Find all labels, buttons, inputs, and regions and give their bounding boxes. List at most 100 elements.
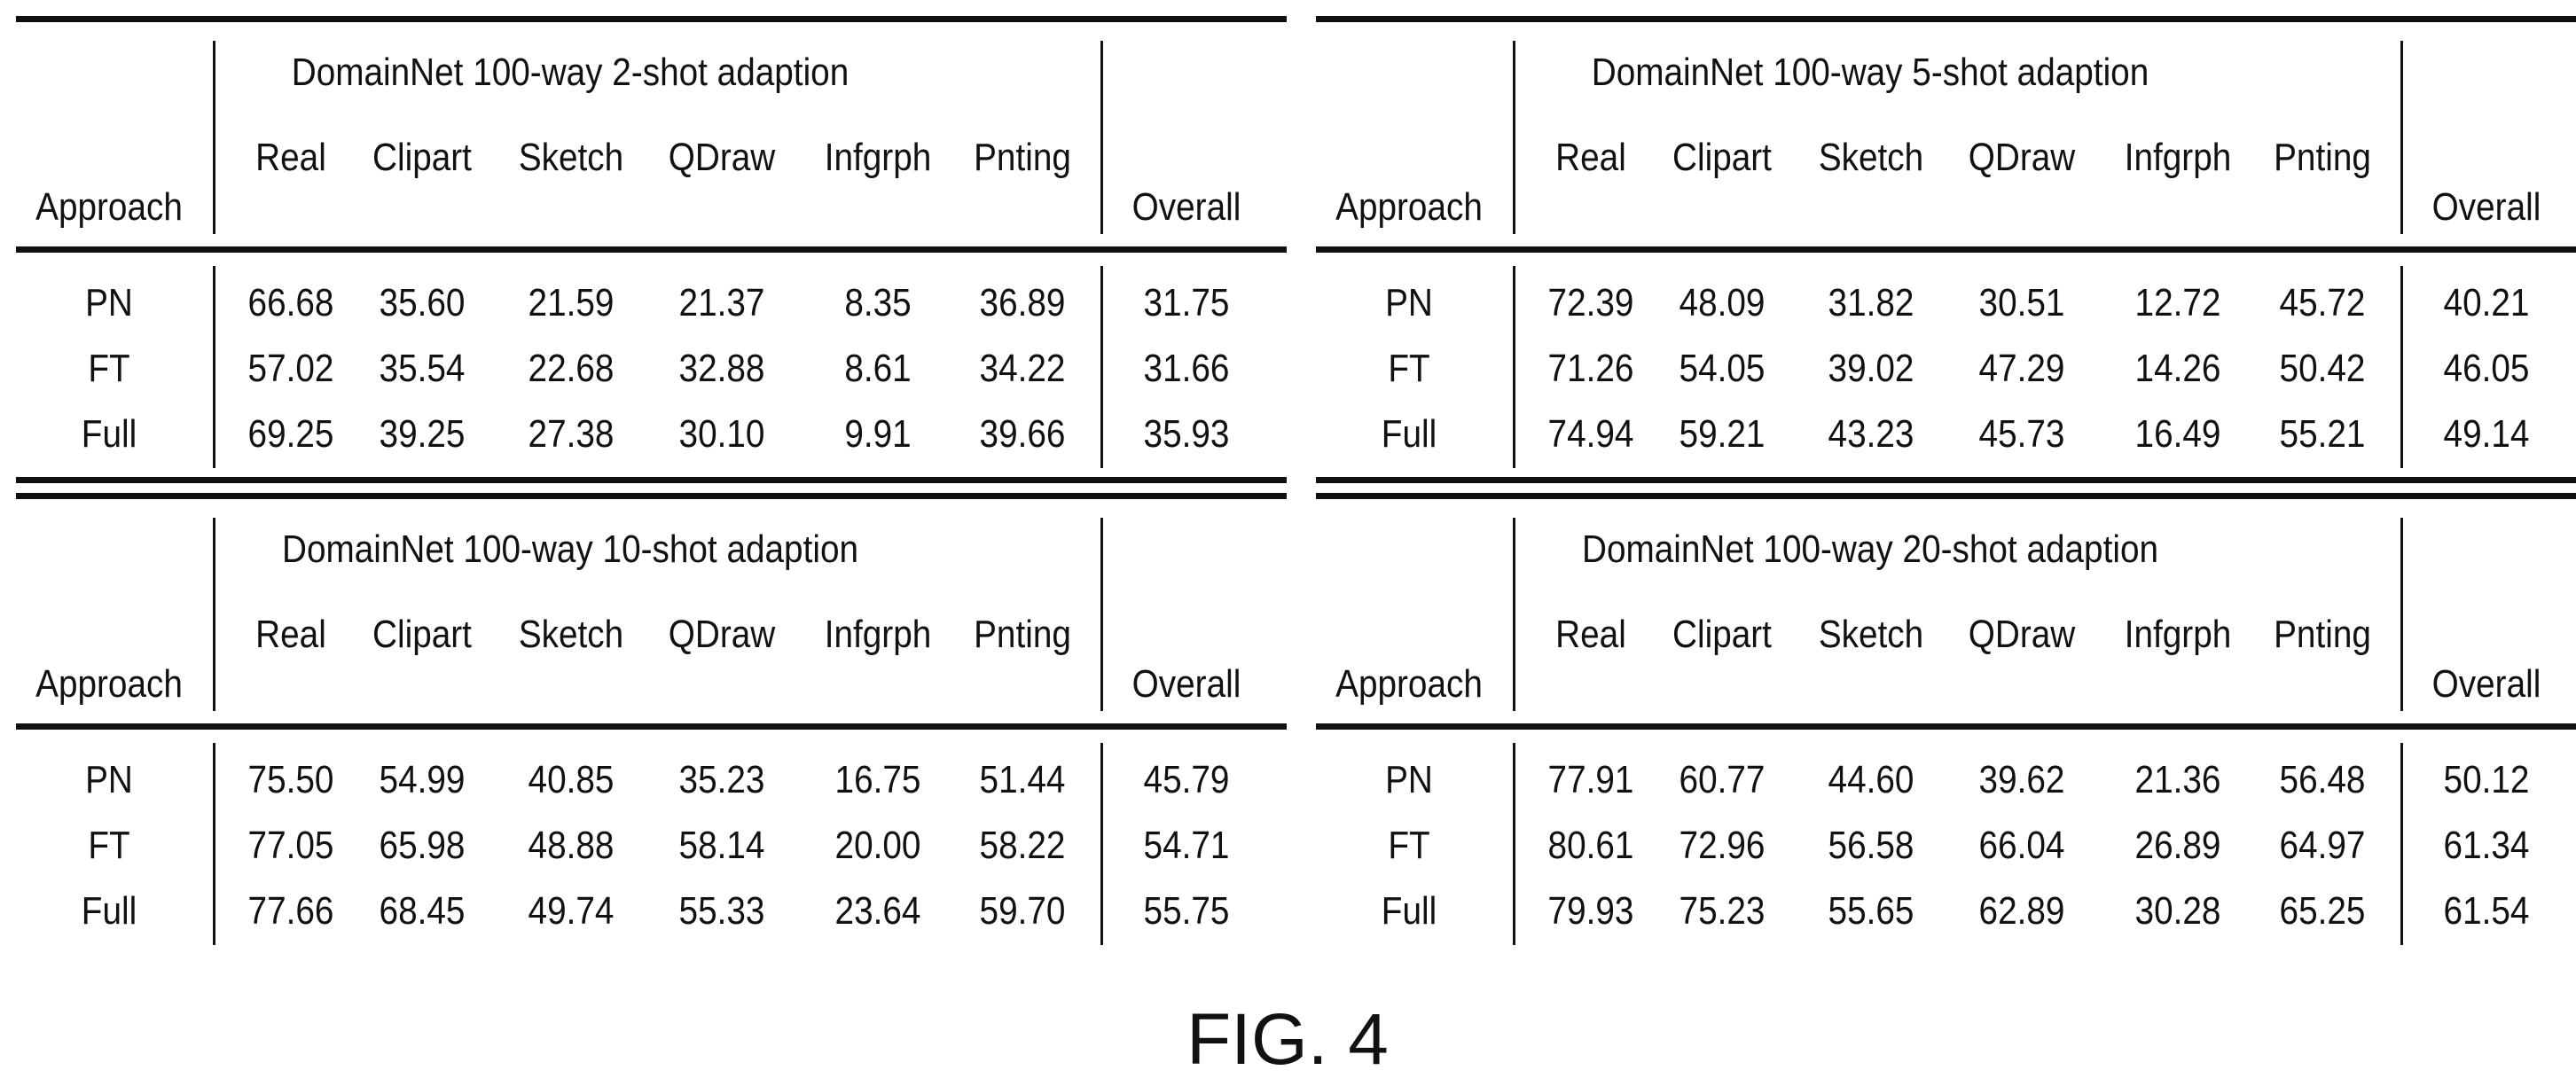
row-overall: 61.34 [2443,824,2530,867]
table-cell: 8.61 [844,347,912,390]
top-rule [16,16,1287,22]
overall-header: Overall [2431,662,2541,706]
table-cell: 8.35 [844,281,912,324]
table-cell: 26.89 [2134,824,2221,867]
table-cell: 80.61 [1547,824,1634,867]
table-title: DomainNet 100-way 20-shot adaption [1581,527,2159,571]
body-right-divider [2400,266,2403,468]
overall-header: Overall [1131,662,1241,706]
table-20-shot: DomainNet 100-way 20-shot adaption Approa… [1316,493,2576,954]
column-header: Sketch [518,136,624,179]
column-header: Sketch [1818,136,1924,179]
row-overall: 50.12 [2443,758,2530,801]
table-cell: 62.89 [1978,889,2065,933]
body-right-divider [2400,743,2403,945]
table-cell: 40.85 [528,758,615,801]
column-header: Infgrph [824,136,932,179]
row-overall: 46.05 [2443,347,2530,390]
table-cell: 72.39 [1547,281,1634,324]
body-left-divider [213,266,215,468]
table-cell: 55.65 [1828,889,1914,933]
table-cell: 56.58 [1828,824,1914,867]
body-left-divider [1513,266,1515,468]
row-overall: 55.75 [1143,889,1230,933]
row-overall: 45.79 [1143,758,1230,801]
row-overall: 61.54 [2443,889,2530,933]
column-header: Pnting [974,613,1071,656]
table-cell: 21.59 [528,281,615,324]
column-header: Clipart [1672,613,1772,656]
table-cell: 45.73 [1978,412,2065,456]
table-cell: 54.99 [379,758,466,801]
row-overall: 40.21 [2443,281,2530,324]
approach-header: Approach [1335,185,1483,229]
row-approach: FT [88,824,130,867]
column-header: QDraw [1968,613,2076,656]
row-overall: 54.71 [1143,824,1230,867]
row-approach: PN [85,281,133,324]
table-cell: 69.25 [247,412,334,456]
row-approach: PN [1385,281,1433,324]
table-cell: 64.97 [2279,824,2366,867]
row-approach: Full [81,889,137,933]
table-cell: 77.66 [247,889,334,933]
table-cell: 30.10 [678,412,765,456]
header-rule [16,723,1287,730]
header-left-divider [1513,518,1515,711]
figure-caption: FIG. 4 [1186,999,1389,1080]
table-cell: 39.62 [1978,758,2065,801]
table-cell: 56.48 [2279,758,2366,801]
column-header: Pnting [974,136,1071,179]
table-cell: 75.50 [247,758,334,801]
approach-header: Approach [35,185,183,229]
table-cell: 48.09 [1679,281,1766,324]
table-cell: 55.33 [678,889,765,933]
table-cell: 49.74 [528,889,615,933]
table-2-shot: DomainNet 100-way 2-shot adaption Approac… [16,16,1287,483]
header-rule [16,246,1287,253]
table-cell: 34.22 [979,347,1066,390]
table-cell: 12.72 [2134,281,2221,324]
header-right-divider [2400,518,2403,711]
table-cell: 21.37 [678,281,765,324]
row-overall: 49.14 [2443,412,2530,456]
table-cell: 16.75 [834,758,921,801]
body-right-divider [1100,743,1103,945]
table-cell: 16.49 [2134,412,2221,456]
table-cell: 77.05 [247,824,334,867]
table-cell: 23.64 [834,889,921,933]
column-header: Clipart [1672,136,1772,179]
header-rule [1316,246,2576,253]
approach-header: Approach [1335,662,1483,706]
table-cell: 74.94 [1547,412,1634,456]
header-left-divider [213,41,215,234]
table-cell: 57.02 [247,347,334,390]
row-overall: 31.75 [1143,281,1230,324]
row-approach: FT [88,347,130,390]
table-cell: 55.21 [2279,412,2366,456]
column-header: Infgrph [2124,136,2232,179]
table-5-shot: DomainNet 100-way 5-shot adaption Approac… [1316,16,2576,483]
column-header: Real [255,136,326,179]
table-cell: 36.89 [979,281,1066,324]
row-approach: FT [1388,824,1430,867]
column-header: Infgrph [824,613,932,656]
table-cell: 75.23 [1679,889,1766,933]
table-cell: 21.36 [2134,758,2221,801]
top-rule [1316,16,2576,22]
header-right-divider [1100,518,1103,711]
approach-header: Approach [35,662,183,706]
bottom-rule [1316,477,2576,483]
table-cell: 79.93 [1547,889,1634,933]
body-left-divider [1513,743,1515,945]
overall-header: Overall [1131,185,1241,229]
table-cell: 58.14 [678,824,765,867]
table-cell: 30.28 [2134,889,2221,933]
table-cell: 14.26 [2134,347,2221,390]
table-cell: 54.05 [1679,347,1766,390]
table-cell: 39.25 [379,412,466,456]
column-header: Pnting [2274,613,2371,656]
table-cell: 77.91 [1547,758,1634,801]
table-cell: 20.00 [834,824,921,867]
row-approach: Full [81,412,137,456]
